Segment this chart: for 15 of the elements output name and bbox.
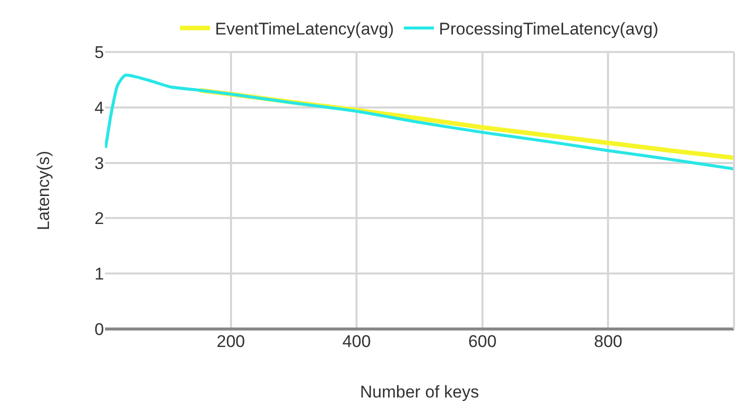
legend-label: EventTimeLatency(avg) bbox=[215, 20, 394, 39]
y-tick-label: 0 bbox=[94, 320, 104, 339]
x-tick-label: 400 bbox=[342, 332, 371, 351]
line-series bbox=[105, 74, 734, 170]
y-tick-label: 3 bbox=[94, 154, 104, 173]
x-tick-label: 600 bbox=[468, 332, 497, 351]
x-tick-label: 200 bbox=[216, 332, 245, 351]
y-tick-label: 1 bbox=[94, 264, 104, 284]
y-tick-label: 2 bbox=[94, 209, 104, 228]
x-axis-title: Number of keys bbox=[360, 382, 480, 402]
y-axis-title: Latency(s) bbox=[34, 150, 54, 230]
y-tick-label: 4 bbox=[94, 98, 104, 118]
x-tick-label: 800 bbox=[594, 332, 622, 351]
legend-label: ProcessingTimeLatency(avg) bbox=[438, 20, 658, 39]
y-tick-label: 5 bbox=[94, 42, 104, 62]
